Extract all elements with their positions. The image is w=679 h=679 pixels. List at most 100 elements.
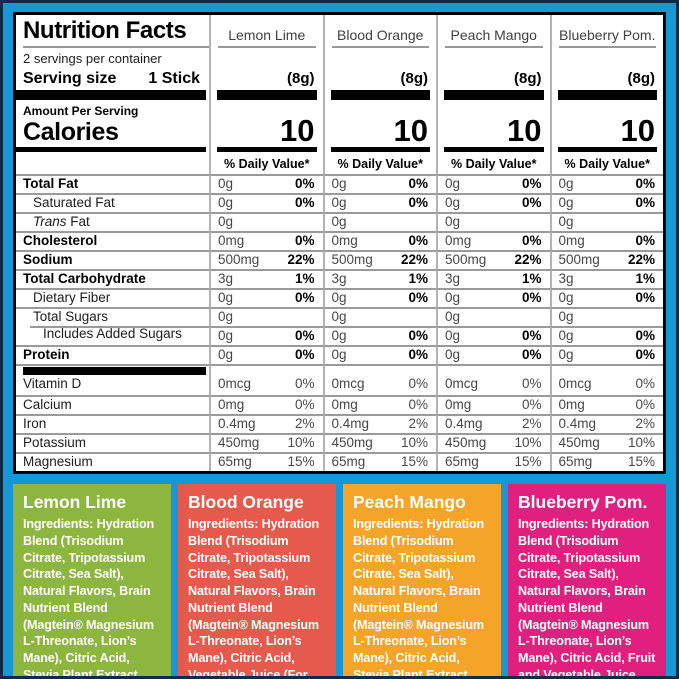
nutrient-row: Iron 0.4mg 2% 0.4mg 2% 0.4mg 2% 0.4mg 2% xyxy=(16,414,663,433)
flavor-name: Lemon Lime xyxy=(228,26,306,43)
daily-value-header: % Daily Value* xyxy=(322,153,437,174)
nutrient-value-cell: 500mg 22% xyxy=(549,250,663,269)
daily-value: 1% xyxy=(635,271,655,286)
divider-bar-segment xyxy=(549,364,663,376)
daily-value: 0% xyxy=(294,347,315,362)
serving-weight-cell: (8g) xyxy=(322,48,437,90)
daily-value: 0% xyxy=(294,233,315,248)
daily-value: 0% xyxy=(521,347,542,362)
daily-value: 0% xyxy=(408,397,428,412)
amount: 0.4mg xyxy=(558,416,597,431)
amount: 450mg xyxy=(558,435,600,450)
nutrient-value-cell: 0g 0% xyxy=(209,174,323,193)
nutrient-value-cell: 65mg 15% xyxy=(436,452,550,471)
daily-value: 22% xyxy=(287,252,315,267)
amount: 65mg xyxy=(331,454,366,469)
title-underline xyxy=(23,46,209,48)
amount: 0g xyxy=(445,290,461,305)
amount: 0.4mg xyxy=(331,416,370,431)
amount: 0mg xyxy=(331,233,358,248)
daily-value: 2% xyxy=(635,416,655,431)
amount: 0g xyxy=(331,195,347,210)
ingredients-text: Ingredients: Hydration Blend (Trisodium … xyxy=(188,517,320,679)
nutrient-value-cell: 65mg 15% xyxy=(209,452,323,471)
amount: 0g xyxy=(445,195,461,210)
amount: 0g xyxy=(445,347,461,362)
flavor-heading: Lemon Lime xyxy=(23,492,127,512)
daily-value: 0% xyxy=(408,290,428,305)
calories-value: 10 xyxy=(549,101,664,147)
nutrient-rows: Total Fat 0g 0% 0g 0% 0g 0% 0g 0% Saturated Fat 0g… xyxy=(16,174,663,471)
nutrient-value-cell: 0mg 0% xyxy=(322,231,436,250)
daily-value: 0% xyxy=(521,176,542,191)
amount: 0g xyxy=(331,214,347,229)
nutrient-value-cell: 0g 0% xyxy=(549,288,663,307)
amount: 0g xyxy=(558,309,574,324)
amount: 0g xyxy=(445,309,461,324)
nutrient-name: Calcium xyxy=(16,395,209,414)
flavor-heading: Blueberry Pom. xyxy=(518,492,648,512)
daily-value: 0% xyxy=(635,376,655,391)
daily-value: 0% xyxy=(521,328,542,343)
amount: 3g xyxy=(445,271,461,286)
amount: 0g xyxy=(218,309,234,324)
daily-value: 0% xyxy=(294,176,315,191)
serving-size-value: 1 Stick xyxy=(148,70,200,87)
nutrient-name: Potassium xyxy=(16,433,209,452)
servings-per-container: 2 servings per container xyxy=(23,51,162,66)
amount: 0mg xyxy=(218,233,245,248)
calories-value: 10 xyxy=(436,101,550,147)
daily-value: 0% xyxy=(521,233,542,248)
amount: 0g xyxy=(558,176,574,191)
thick-divider-bar xyxy=(16,90,663,101)
daily-value-header-spacer xyxy=(16,153,209,174)
divider-bar-segment xyxy=(436,90,550,101)
nutrient-value-cell: 65mg 15% xyxy=(549,452,663,471)
flavor-underline xyxy=(445,46,543,48)
flavor-name: Blueberry Pom. xyxy=(559,26,656,43)
nutrient-value-cell: 0g 0% xyxy=(549,326,663,345)
daily-value: 0% xyxy=(521,195,542,210)
serving-weight-cell: (8g) xyxy=(209,48,323,90)
flavor-heading: Peach Mango xyxy=(353,492,466,512)
amount: 450mg xyxy=(445,435,487,450)
nutrient-value-cell: 0mg 0% xyxy=(436,395,550,414)
daily-value: 15% xyxy=(400,454,428,469)
amount: 3g xyxy=(331,271,347,286)
daily-value: 2% xyxy=(408,416,428,431)
nutrient-value-cell: 0g 0% xyxy=(436,193,550,212)
amount: 0mg xyxy=(558,397,585,412)
flavor-column-header-peach-mango: Peach Mango xyxy=(436,15,550,48)
nutrient-value-cell: 0g 0% xyxy=(322,345,436,364)
flavor-column-header-lemon-lime: Lemon Lime xyxy=(209,15,323,48)
nutrient-value-cell: 0mg 0% xyxy=(322,395,436,414)
amount: 0g xyxy=(218,347,234,362)
nutrient-value-cell: 0.4mg 2% xyxy=(436,414,550,433)
amount: 0g xyxy=(218,176,234,191)
nutrient-value-cell: 0g 0% xyxy=(209,193,323,212)
title-cell: Nutrition Facts xyxy=(16,15,209,48)
medium-divider-bar xyxy=(16,147,663,153)
calories-label-cell: Amount Per Serving Calories xyxy=(16,101,209,147)
amount: 0g xyxy=(331,309,347,324)
amount: 0mg xyxy=(218,397,245,412)
nutrient-name: Magnesium xyxy=(16,452,209,471)
serving-weight: (8g) xyxy=(627,70,656,87)
nutrient-name: Vitamin D xyxy=(23,376,82,391)
nutrient-value-cell: 0g 0% xyxy=(436,174,550,193)
divider-bar-segment xyxy=(16,147,209,153)
daily-value: 0% xyxy=(635,195,655,210)
daily-value: 0% xyxy=(521,290,542,305)
flavor-heading: Blood Orange xyxy=(188,492,304,512)
nutrient-value-cell: 0mg 0% xyxy=(436,231,550,250)
nutrient-value-cell: 0g 0% xyxy=(549,174,663,193)
daily-value: 10% xyxy=(400,435,428,450)
serving-size-label: Serving size xyxy=(23,70,117,87)
divider-bar-segment xyxy=(436,364,550,376)
daily-value: 10% xyxy=(287,435,315,450)
amount: 0g xyxy=(558,290,574,305)
daily-value: 1% xyxy=(521,271,542,286)
amount: 0g xyxy=(331,328,347,343)
nutrient-row: Vitamin D 0mcg 0% 0mcg 0% 0mcg 0% 0mcg 0% xyxy=(16,376,663,395)
serving-weight-cell: (8g) xyxy=(549,48,664,90)
